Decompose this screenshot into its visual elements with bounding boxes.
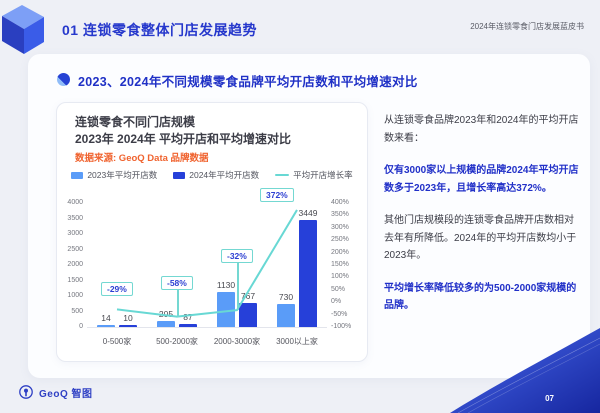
chart-legend: 2023年平均开店数 2024年平均开店数 平均开店增长率 <box>57 169 367 181</box>
legend-swatch <box>275 174 290 176</box>
doc-title: 2024年连锁零食门店发展蓝皮书 <box>470 22 584 31</box>
chart-card: 连锁零食不同门店规模 2023年 2024年 平均开店和平均增速对比 数据来源:… <box>56 102 368 362</box>
insight-text-panel: 从连锁零食品牌2023年和2024年的平均开店数来看： 仅有3000家以上规模的… <box>384 112 582 330</box>
legend-item: 平均开店增长率 <box>275 169 353 181</box>
right-axis-tick: 150% <box>331 261 349 268</box>
legend-swatch <box>71 171 84 179</box>
header-section-title: 01 连锁零食整体门店发展趋势 <box>62 22 257 38</box>
bar-2024年平均开店数-500-2000家 <box>179 324 197 327</box>
bar-2023年平均开店数-0-500家 <box>97 325 115 327</box>
geoq-pin-icon <box>19 385 33 399</box>
left-axis-tick: 1000 <box>67 292 83 299</box>
bar-2023年平均开店数-500-2000家 <box>157 321 175 327</box>
left-axis-tick: 3500 <box>67 214 83 222</box>
insight-paragraph-2: 仅有3000家以上规模的品牌2024年平均开店数多于2023年，且增长率高达37… <box>384 165 579 194</box>
growth-rate-label: -32% <box>221 249 253 264</box>
right-axis-tick: 300% <box>331 223 349 231</box>
legend-item: 2024年平均开店数 <box>173 169 259 181</box>
x-axis-label: 3000以上家 <box>276 337 318 346</box>
right-axis-tick: 100% <box>331 273 349 281</box>
x-axis-label: 2000-3000家 <box>213 337 261 346</box>
growth-rate-label: -58% <box>161 275 193 290</box>
bar-2024年平均开店数-3000以上家 <box>299 220 317 327</box>
x-axis-baseline <box>87 327 327 328</box>
x-axis-label: 500-2000家 <box>156 337 198 346</box>
right-axis-tick: 200% <box>331 248 349 256</box>
right-axis-tick: 350% <box>331 211 349 219</box>
right-axis-tick: 50% <box>331 285 346 293</box>
x-axis-label: 0-500家 <box>102 337 132 346</box>
left-axis-tick: 0 <box>79 323 83 330</box>
bar-2023年平均开店数-3000以上家 <box>277 304 295 327</box>
legend-swatch <box>173 171 186 179</box>
chart-title-line2: 2023年 2024年 平均开店和平均增速对比 <box>75 132 292 147</box>
geoq-logo: GeoQ 智图 <box>18 384 93 400</box>
left-axis-tick: 4000 <box>67 199 83 206</box>
legend-item: 2023年平均开店数 <box>71 169 157 181</box>
chart-data-source: 数据来源: GeoQ Data 品牌数据 <box>75 153 209 164</box>
left-axis-tick: 2500 <box>67 245 83 253</box>
bar-value-label: 730 <box>278 292 294 302</box>
bullet-circle-icon <box>57 73 70 86</box>
blue-cube-icon <box>2 5 44 54</box>
bar-2024年平均开店数-0-500家 <box>119 325 137 327</box>
left-axis-tick: 3000 <box>67 230 83 237</box>
pct-connector <box>237 263 239 311</box>
section-title: 2023、2024年不同规模零食品牌平均开店数和平均增速对比 <box>78 75 418 89</box>
insight-paragraph-1: 从连锁零食品牌2023年和2024年的平均开店数来看： <box>384 115 579 144</box>
right-axis-tick: 0% <box>331 298 342 306</box>
logo-text: GeoQ 智图 <box>39 388 93 400</box>
legend-label: 2023年平均开店数 <box>87 170 158 180</box>
bar-2024年平均开店数-2000-3000家 <box>239 303 257 327</box>
legend-label: 平均开店增长率 <box>293 170 353 180</box>
right-axis-tick: -50% <box>331 310 348 318</box>
insight-paragraph-3: 其他门店规模段的连锁零食品牌开店数相对去年有所降低。2024年的平均开店数均小于… <box>384 215 577 261</box>
legend-label: 2024年平均开店数 <box>189 170 260 180</box>
bar-value-label: 3449 <box>298 208 318 218</box>
growth-rate-label: -29% <box>101 282 133 297</box>
corner-decoration <box>450 328 600 413</box>
right-axis-tick: 400% <box>331 199 349 206</box>
pct-connector <box>177 289 179 317</box>
right-axis-tick: 250% <box>331 236 349 244</box>
insight-paragraph-4: 平均增长率降低较多的为500-2000家规模的品牌。 <box>384 282 577 312</box>
chart-title-line1: 连锁零食不同门店规模 <box>75 115 196 129</box>
plot: 4000 3500 3000 2500 2000 1500 1000 500 0 400% 350%… <box>57 187 369 357</box>
page-number: 07 <box>545 394 554 403</box>
left-axis-tick: 1500 <box>67 276 83 284</box>
chart-title: 连锁零食不同门店规模 2023年 2024年 平均开店和平均增速对比 <box>75 114 291 149</box>
bar-value-label: 10 <box>123 313 133 323</box>
left-axis-tick: 2000 <box>67 261 83 268</box>
right-axis-tick: -100% <box>331 323 352 330</box>
growth-rate-label: 372% <box>260 187 294 202</box>
left-axis-tick: 500 <box>71 307 83 315</box>
bar-value-label: 14 <box>101 313 111 323</box>
